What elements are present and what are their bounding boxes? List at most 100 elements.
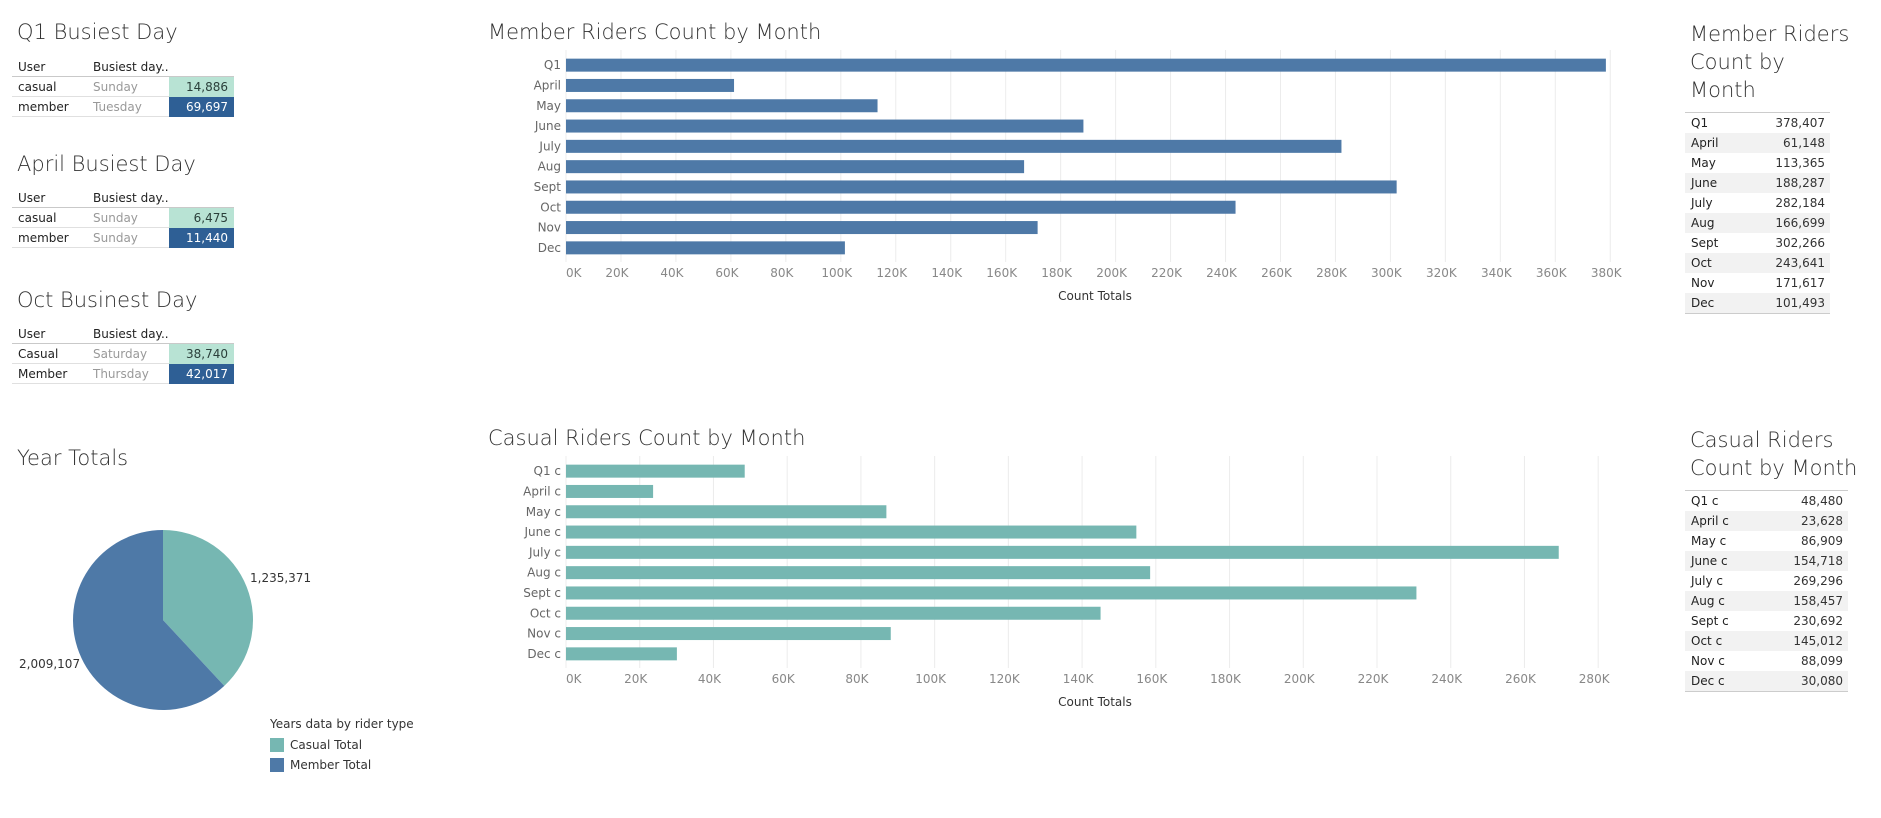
bar[interactable] (566, 586, 1417, 600)
x-tick-label: 20K (605, 266, 629, 280)
table-row[interactable]: July 282,184 (1685, 193, 1830, 213)
bar[interactable] (566, 139, 1342, 153)
row-label: Aug (1691, 216, 1715, 230)
x-tick-label: 120K (876, 266, 908, 280)
year-totals-pie-chart[interactable]: 1,235,371 2,009,107 (0, 500, 380, 730)
row-value: 282,184 (1775, 196, 1825, 210)
x-tick-label: 220K (1151, 266, 1183, 280)
row-label: Q1 (1691, 116, 1709, 130)
bar[interactable] (566, 606, 1101, 620)
row-label: Dec c (1691, 674, 1725, 688)
table-row[interactable]: Casual Saturday 38,740 (12, 343, 234, 364)
table-row[interactable]: Aug c 158,457 (1685, 591, 1848, 611)
bar[interactable] (566, 119, 1084, 133)
table-row[interactable]: Dec c 30,080 (1685, 671, 1848, 691)
row-value: 23,628 (1801, 514, 1843, 528)
table-row[interactable]: July c 269,296 (1685, 571, 1848, 591)
row-label: Aug c (1691, 594, 1725, 608)
y-category-label: Aug (538, 160, 561, 174)
x-tick-label: 140K (1063, 672, 1095, 686)
row-value: 243,641 (1775, 256, 1825, 270)
bar[interactable] (566, 566, 1151, 580)
y-category-label: June c (523, 525, 561, 539)
y-category-label: Nov c (527, 627, 561, 641)
legend-label: Casual Total (290, 738, 363, 752)
table-row[interactable]: June 188,287 (1685, 173, 1830, 193)
table-row[interactable]: Oct 243,641 (1685, 253, 1830, 273)
row-value: 61,148 (1783, 136, 1825, 150)
table-row[interactable]: May 113,365 (1685, 153, 1830, 173)
legend-item-member[interactable]: Member Total (270, 755, 414, 775)
row-label: June (1691, 176, 1718, 190)
row-value: 88,099 (1801, 654, 1843, 668)
casual-bar-chart[interactable]: 0K 20K 40K 60K 80K 100K 120K 140K 160K 180K 200K 22… (480, 456, 1660, 716)
bar[interactable] (566, 464, 745, 478)
bar[interactable] (566, 525, 1137, 539)
row-label: May c (1691, 534, 1727, 548)
row-value: 101,493 (1775, 296, 1825, 310)
table-row[interactable]: casual Sunday 6,475 (12, 207, 234, 228)
bar[interactable] (566, 200, 1236, 214)
bar[interactable] (566, 647, 677, 661)
x-tick-label: 160K (986, 266, 1018, 280)
legend-label: Member Total (290, 758, 372, 772)
table-row[interactable]: Nov 171,617 (1685, 273, 1830, 293)
pie-slice-casual[interactable] (163, 530, 254, 686)
bar[interactable] (566, 241, 845, 255)
table-row[interactable]: casual Sunday 14,886 (12, 76, 234, 97)
casual-swatch-icon (270, 738, 284, 752)
row-label: April (1691, 136, 1719, 150)
bar[interactable] (566, 180, 1397, 194)
table-row[interactable]: Sept 302,266 (1685, 233, 1830, 253)
bar[interactable] (566, 99, 878, 113)
table-row[interactable]: April c 23,628 (1685, 511, 1848, 531)
table-row[interactable]: Aug 166,699 (1685, 213, 1830, 233)
row-value: 230,692 (1793, 614, 1843, 628)
bar[interactable] (566, 78, 735, 92)
row-label: Sept (1691, 236, 1719, 250)
pie-label-casual: 1,235,371 (250, 571, 311, 585)
y-category-label: April (534, 78, 561, 92)
y-category-label: May c (526, 505, 561, 519)
row-label: Q1 c (1691, 494, 1719, 508)
legend-item-casual[interactable]: Casual Total (270, 735, 414, 755)
q1-busiest-table: User Busiest day.. casual Sunday 14,886 … (12, 57, 234, 117)
bar[interactable] (566, 545, 1559, 559)
member-bar-chart[interactable]: 0K 20K 40K 60K 80K 100K 120K 140K 160K 180K 200K 22… (480, 50, 1660, 310)
y-category-label: May (536, 99, 561, 113)
user-cell: Casual (18, 346, 59, 361)
bar[interactable] (566, 627, 891, 641)
table-row[interactable]: April 61,148 (1685, 133, 1830, 153)
row-value: 171,617 (1775, 276, 1825, 290)
table-row[interactable]: member Sunday 11,440 (12, 227, 234, 248)
table-row[interactable]: Q1 c 48,480 (1685, 491, 1848, 511)
col-user: User (18, 326, 46, 341)
table-row[interactable]: Oct c 145,012 (1685, 631, 1848, 651)
count-cell: 38,740 (169, 343, 234, 364)
pie-slice-member[interactable] (73, 530, 225, 710)
table-row[interactable]: May c 86,909 (1685, 531, 1848, 551)
col-day: Busiest day.. (93, 190, 169, 205)
table-row[interactable]: Q1 378,407 (1685, 113, 1830, 133)
x-tick-label: 200K (1284, 672, 1316, 686)
y-category-label: Q1 (544, 58, 561, 72)
table-row[interactable]: June c 154,718 (1685, 551, 1848, 571)
table-row[interactable]: Sept c 230,692 (1685, 611, 1848, 631)
bar[interactable] (566, 58, 1606, 72)
table-row[interactable]: Dec 101,493 (1685, 293, 1830, 313)
table-row[interactable]: Nov c 88,099 (1685, 651, 1848, 671)
table-row[interactable]: Member Thursday 42,017 (12, 363, 234, 384)
x-tick-label: 80K (770, 266, 794, 280)
member-chart-title: Member Riders Count by Month (488, 20, 822, 44)
row-value: 113,365 (1775, 156, 1825, 170)
y-category-label: July (538, 139, 561, 153)
x-tick-label: 20K (624, 672, 648, 686)
bar[interactable] (566, 484, 654, 498)
x-tick-label: 180K (1041, 266, 1073, 280)
table-row[interactable]: member Tuesday 69,697 (12, 96, 234, 117)
user-cell: member (18, 99, 69, 114)
bar[interactable] (566, 505, 887, 519)
bar[interactable] (566, 221, 1038, 235)
bar[interactable] (566, 160, 1025, 174)
row-label: May (1691, 156, 1716, 170)
